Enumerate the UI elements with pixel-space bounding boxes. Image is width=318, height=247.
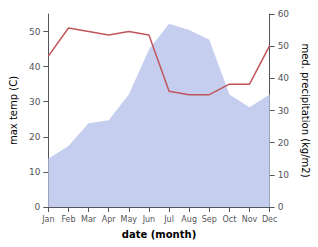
svg-text:Jan: Jan <box>41 215 54 224</box>
svg-text:20: 20 <box>29 132 41 142</box>
svg-text:0: 0 <box>278 202 284 212</box>
svg-text:0: 0 <box>35 202 41 212</box>
svg-text:40: 40 <box>29 62 41 72</box>
svg-text:20: 20 <box>278 138 290 148</box>
svg-text:med. precipitation (kg/m2): med. precipitation (kg/m2) <box>300 43 311 177</box>
svg-text:30: 30 <box>29 97 41 107</box>
svg-text:Feb: Feb <box>61 215 75 224</box>
svg-text:30: 30 <box>278 106 290 116</box>
svg-text:Jul: Jul <box>163 215 174 224</box>
svg-text:max temp (C): max temp (C) <box>8 76 19 145</box>
svg-text:50: 50 <box>278 41 290 51</box>
svg-text:Sep: Sep <box>202 215 217 224</box>
svg-text:date (month): date (month) <box>122 229 196 240</box>
svg-text:May: May <box>121 215 138 224</box>
svg-text:Jun: Jun <box>142 215 156 224</box>
svg-text:Aug: Aug <box>181 215 197 224</box>
svg-text:10: 10 <box>29 167 41 177</box>
svg-text:50: 50 <box>29 27 41 37</box>
svg-text:10: 10 <box>278 170 290 180</box>
svg-text:60: 60 <box>278 9 290 19</box>
svg-text:40: 40 <box>278 73 290 83</box>
svg-text:Mar: Mar <box>81 215 97 224</box>
svg-text:Dec: Dec <box>262 215 277 224</box>
svg-text:Oct: Oct <box>222 215 236 224</box>
svg-text:Apr: Apr <box>102 215 117 224</box>
svg-text:Nov: Nov <box>242 215 258 224</box>
